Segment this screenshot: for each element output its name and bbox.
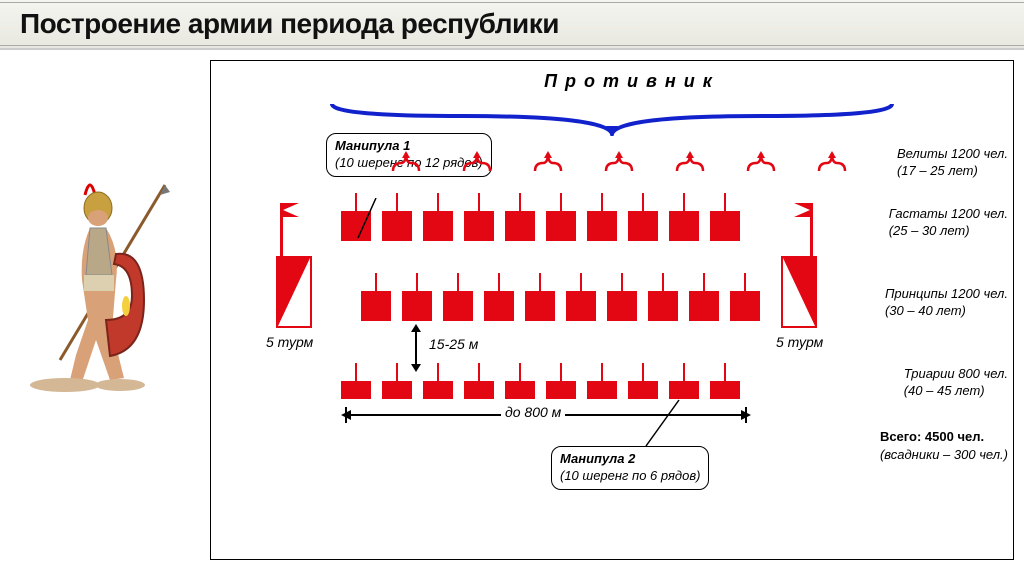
- velites-row: [391, 151, 847, 173]
- maniple-unit: [587, 381, 617, 399]
- maniple-unit: [382, 211, 412, 241]
- maniple-unit: [464, 381, 494, 399]
- maniple-unit: [525, 291, 555, 321]
- dimension-vertical-label: 15-25 м: [429, 336, 478, 352]
- dimension-vertical: [406, 324, 426, 377]
- roman-soldier-icon: [20, 180, 180, 400]
- enemy-bracket-icon: [281, 96, 943, 136]
- enemy-label: Противник: [221, 71, 1003, 92]
- maniple-unit: [669, 211, 699, 241]
- turm-label-left: 5 турм: [266, 334, 313, 350]
- velite-group: [533, 151, 563, 173]
- soldier-illustration: [10, 180, 190, 560]
- velite-group: [391, 151, 421, 173]
- maniple-unit: [587, 211, 617, 241]
- cavalry-right: [781, 256, 817, 328]
- row-label-principes: Принципы 1200 чел. (30 – 40 лет): [885, 286, 1008, 320]
- maniple-unit: [710, 211, 740, 241]
- velite-group: [746, 151, 776, 173]
- principes-row: [361, 291, 760, 321]
- maniple-unit: [648, 291, 678, 321]
- callout-title: Манипула 2: [560, 451, 635, 466]
- maniple-unit: [710, 381, 740, 399]
- total-label: Всего: 4500 чел. (всадники – 300 чел.): [880, 428, 1008, 464]
- title-bar: Построение армии периода республики: [0, 0, 1024, 50]
- maniple-unit: [607, 291, 637, 321]
- maniple-unit: [423, 211, 453, 241]
- velite-group: [604, 151, 634, 173]
- maniple-unit: [382, 381, 412, 399]
- maniple-unit: [505, 211, 535, 241]
- maniple-unit: [546, 211, 576, 241]
- maniple-unit: [402, 291, 432, 321]
- callout-connector-icon: [641, 398, 681, 448]
- row-label-hastati: Гастаты 1200 чел. (25 – 30 лет): [889, 206, 1008, 240]
- row-label-velites: Велиты 1200 чел. (17 – 25 лет): [897, 146, 1008, 180]
- triarii-row: [341, 381, 740, 399]
- cavalry-left: [276, 256, 312, 328]
- callout-manipula-2: Манипула 2 (10 шеренг по 6 рядов): [551, 446, 709, 490]
- maniple-unit: [566, 291, 596, 321]
- maniple-unit: [423, 381, 453, 399]
- hastati-row: [341, 211, 740, 241]
- maniple-unit: [730, 291, 760, 321]
- maniple-unit: [484, 291, 514, 321]
- page-title: Построение армии периода республики: [20, 8, 1004, 40]
- maniple-unit: [443, 291, 473, 321]
- content: Противник Манипула 1 (10 шеренг по 12 ря…: [0, 50, 1024, 570]
- maniple-unit: [546, 381, 576, 399]
- maniple-unit: [628, 381, 658, 399]
- maniple-unit: [669, 381, 699, 399]
- turm-label-right: 5 турм: [776, 334, 823, 350]
- velite-group: [675, 151, 705, 173]
- velite-group: [462, 151, 492, 173]
- formation-diagram: Противник Манипула 1 (10 шеренг по 12 ря…: [210, 60, 1014, 560]
- maniple-unit: [464, 211, 494, 241]
- row-label-triarii: Триарии 800 чел. (40 – 45 лет): [904, 366, 1008, 400]
- maniple-unit: [689, 291, 719, 321]
- maniple-unit: [628, 211, 658, 241]
- callout-detail: (10 шеренг по 6 рядов): [560, 468, 700, 483]
- formation-grid: Велиты 1200 чел. (17 – 25 лет) Гастаты 1…: [221, 146, 1003, 476]
- dimension-horizontal-label: до 800 м: [501, 404, 565, 420]
- maniple-unit: [361, 291, 391, 321]
- maniple-unit: [505, 381, 535, 399]
- maniple-unit: [341, 381, 371, 399]
- callout-connector-icon: [356, 198, 386, 238]
- velite-group: [817, 151, 847, 173]
